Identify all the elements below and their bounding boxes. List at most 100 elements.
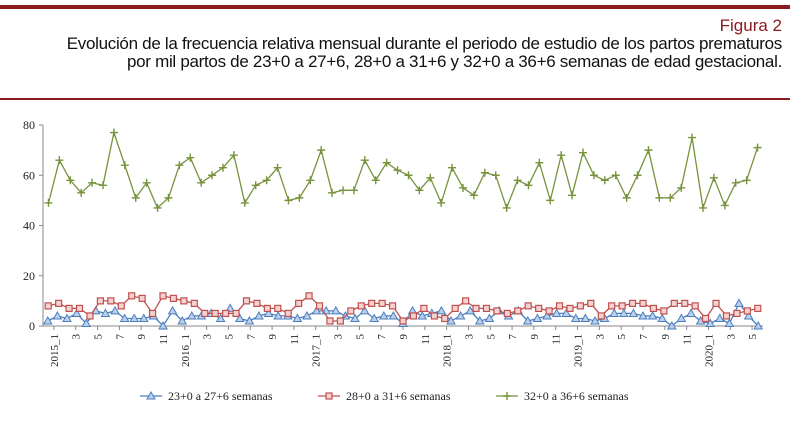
data-point: [589, 171, 598, 180]
x-tick-label: 11: [158, 334, 170, 345]
data-point: [131, 193, 140, 202]
data-point: [446, 315, 456, 325]
data-point: [109, 128, 118, 137]
data-point: [100, 308, 111, 317]
x-tick-label: 2016_1: [180, 334, 192, 367]
data-point: [52, 310, 63, 320]
data-point: [167, 305, 178, 315]
data-point: [633, 171, 642, 180]
data-point: [622, 193, 631, 202]
data-point: [688, 133, 697, 142]
data-point: [177, 315, 188, 325]
data-point: [545, 307, 553, 315]
data-point: [96, 297, 104, 305]
data-point: [639, 299, 647, 307]
data-point: [743, 310, 754, 320]
data-point: [628, 299, 637, 307]
data-point: [524, 302, 532, 310]
legend-item-3: 32+0 a 36+6 semanas: [496, 389, 629, 403]
data-point: [175, 161, 184, 170]
legend-label: 28+0 a 31+6 semanas: [346, 389, 451, 403]
data-point: [186, 153, 195, 162]
data-point: [369, 313, 380, 322]
data-point: [107, 297, 115, 305]
data-point: [44, 302, 52, 310]
data-point: [302, 310, 312, 320]
y-tick-label: 80: [23, 118, 35, 132]
data-point: [660, 307, 668, 315]
data-point: [330, 305, 341, 315]
data-point: [164, 193, 173, 202]
legend-item-2: 28+0 a 31+6 semanas: [318, 389, 451, 403]
data-point: [349, 186, 358, 195]
data-point: [705, 318, 716, 327]
data-point: [618, 302, 626, 310]
data-point: [754, 304, 762, 313]
data-point: [611, 171, 620, 180]
x-tick-label: 7: [507, 334, 519, 340]
data-point: [222, 309, 230, 318]
figure-title-line-2: por mil partos de 23+0 a 27+6, 28+0 a 31…: [126, 52, 782, 71]
data-point: [566, 304, 574, 313]
data-point: [579, 148, 587, 157]
data-point: [263, 308, 274, 317]
data-point: [482, 304, 491, 313]
data-point: [110, 305, 120, 315]
data-point: [119, 313, 130, 322]
data-point: [284, 196, 293, 205]
data-point: [555, 302, 564, 310]
data-point: [712, 299, 720, 307]
x-tick-label: 2018_1: [442, 334, 454, 367]
x-tick-label: 3: [725, 334, 737, 340]
data-point: [480, 168, 489, 177]
data-point: [459, 183, 467, 192]
data-point: [295, 299, 303, 307]
data-point: [686, 308, 696, 317]
data-point: [647, 310, 658, 320]
data-point: [514, 307, 522, 315]
data-point: [535, 158, 544, 167]
y-tick-label: 40: [23, 219, 35, 233]
data-point: [305, 292, 313, 300]
figure-title-line-1: Evolución de la frecuencia relativa mens…: [66, 34, 783, 53]
data-point: [295, 193, 304, 202]
data-point: [557, 151, 566, 160]
y-axis: 0 20 40 60 80: [23, 118, 44, 333]
data-point: [360, 156, 369, 165]
data-point: [311, 305, 322, 315]
data-point: [368, 299, 376, 307]
data-point: [274, 304, 282, 313]
data-point: [284, 309, 292, 318]
x-tick-label: 7: [114, 334, 126, 340]
data-point: [88, 178, 97, 187]
data-point: [138, 294, 146, 302]
data-point: [484, 313, 495, 322]
x-tick-label: 9: [398, 334, 410, 340]
data-point: [75, 304, 84, 313]
x-tick-label: 5: [93, 334, 105, 340]
data-point: [129, 313, 140, 322]
data-point: [117, 302, 125, 310]
data-point: [359, 305, 370, 315]
data-point: [420, 304, 428, 313]
data-point: [234, 313, 245, 322]
data-point: [219, 163, 227, 172]
data-point: [524, 181, 533, 190]
data-point: [62, 313, 72, 322]
data-point: [535, 304, 543, 313]
y-tick-label: 20: [23, 269, 35, 283]
data-point: [357, 302, 365, 310]
data-point: [681, 299, 689, 307]
x-tick-label: 11: [420, 334, 432, 345]
legend: 23+0 a 27+6 semanas 28+0 a 31+6 semanas 32…: [140, 389, 629, 403]
data-point: [720, 201, 729, 210]
data-point: [77, 188, 86, 197]
data-point: [608, 302, 616, 310]
data-point: [146, 390, 156, 400]
data-point: [153, 203, 162, 212]
data-point: [44, 198, 53, 207]
data-point: [702, 314, 710, 323]
data-point: [513, 176, 522, 185]
x-tick-label: 5: [616, 334, 628, 340]
data-point: [600, 176, 609, 185]
